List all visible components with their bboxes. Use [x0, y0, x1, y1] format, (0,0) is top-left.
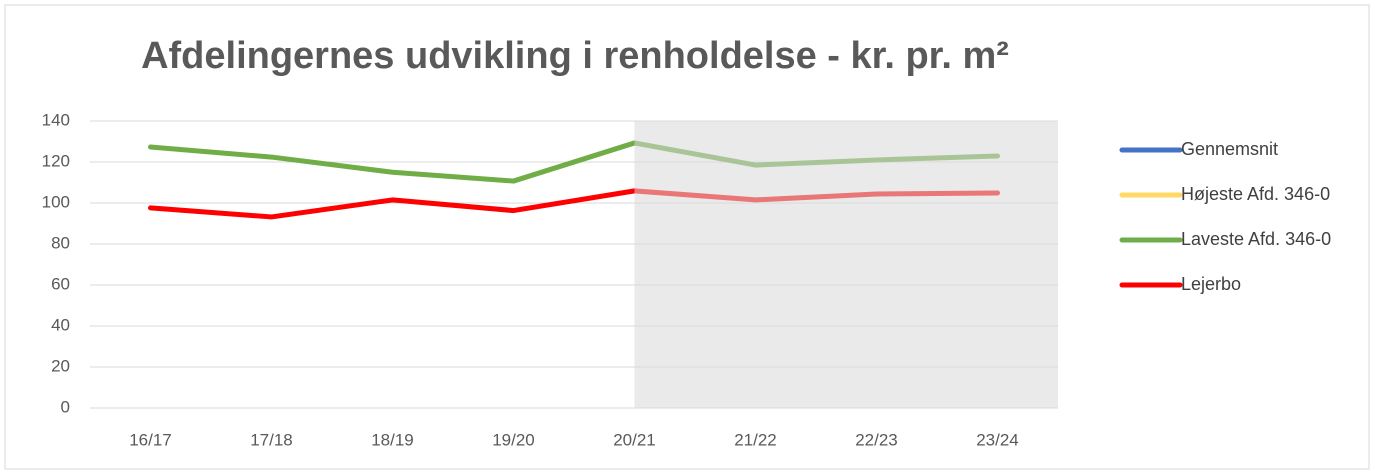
y-tick-label: 120: [42, 151, 70, 170]
y-tick-label: 20: [51, 356, 70, 375]
x-tick-label: 17/18: [250, 430, 293, 449]
x-tick-label: 22/23: [855, 430, 898, 449]
x-tick-label: 21/22: [734, 430, 777, 449]
x-tick-label: 20/21: [613, 430, 656, 449]
legend-label: Laveste Afd. 346-0: [1181, 229, 1331, 249]
x-tick-label: 18/19: [371, 430, 414, 449]
y-tick-label: 80: [51, 233, 70, 252]
x-tick-label: 23/24: [976, 430, 1019, 449]
y-tick-label: 140: [42, 110, 70, 129]
legend-label: Lejerbo: [1181, 274, 1241, 294]
chart-title: Afdelingernes udvikling i renholdelse - …: [141, 35, 1009, 77]
y-tick-label: 60: [51, 274, 70, 293]
legend-label: Højeste Afd. 346-0: [1181, 184, 1330, 204]
x-tick-label: 19/20: [492, 430, 535, 449]
x-tick-label: 16/17: [129, 430, 172, 449]
y-tick-label: 100: [42, 192, 70, 211]
y-tick-label: 40: [51, 315, 70, 334]
legend-label: Gennemsnit: [1181, 139, 1278, 159]
shaded-region: [634, 121, 1058, 408]
y-tick-label: 0: [61, 397, 70, 416]
